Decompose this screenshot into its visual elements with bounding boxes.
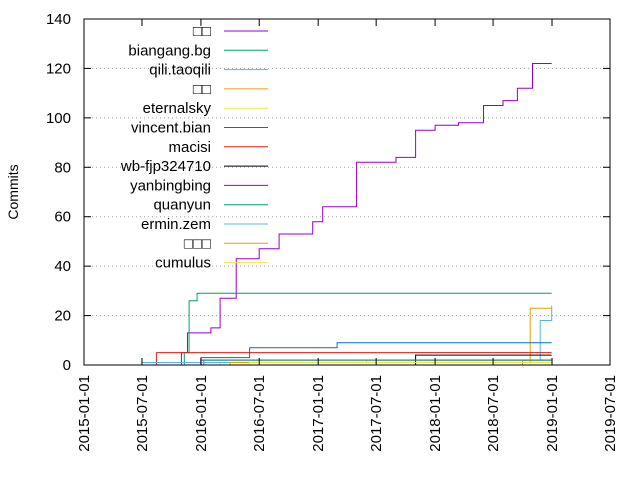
x-tick-label: 2015-01-01 [76, 375, 93, 452]
y-tick-label: 20 [54, 308, 71, 325]
legend-label: eternalsky [143, 100, 212, 117]
y-tick-label: 80 [54, 159, 71, 176]
legend-label: vincent.bian [131, 120, 211, 137]
x-tick-label: 2016-07-01 [251, 375, 268, 452]
legend-label: □□ [193, 81, 211, 98]
plot-frame [83, 18, 611, 366]
y-tick-label: 120 [46, 60, 71, 77]
series-line-1 [151, 292, 552, 366]
x-tick-label: 2019-01-01 [544, 375, 561, 452]
legend-label: ermin.zem [141, 216, 211, 233]
legend-label: yanbingbing [130, 177, 211, 194]
y-tick-label: 60 [54, 209, 71, 226]
legend-label: □□□ [184, 235, 211, 252]
series-line-3 [151, 307, 552, 366]
legend: □□ biangang.bg qili.taoqili □□ eternalsky vin… [120, 23, 268, 272]
series-line-5 [151, 342, 552, 366]
x-tick-label: 2018-07-01 [485, 375, 502, 452]
x-tick-label: 2019-07-01 [602, 375, 619, 452]
legend-label: biangang.bg [128, 42, 211, 59]
legend-label: □□ [193, 23, 211, 40]
series-line-2 [151, 305, 553, 366]
x-tick-label: 2018-01-01 [427, 375, 444, 452]
legend-label: cumulus [155, 255, 211, 272]
series-line-0 [151, 63, 552, 366]
legend-label: quanyun [153, 197, 211, 214]
x-tick-label: 2017-07-01 [368, 375, 385, 452]
axes: 0 20 40 60 80 100 120 140 2015-01-01 2015-07-01 20… [46, 11, 619, 452]
x-tick-label: 2015-07-01 [134, 375, 151, 452]
x-tick-label: 2016-01-01 [193, 375, 210, 452]
legend-label: qili.taoqili [149, 62, 211, 79]
y-tick-label: 40 [54, 258, 71, 275]
x-tick-label: 2017-01-01 [310, 375, 327, 452]
y-tick-label: 0 [63, 357, 71, 374]
legend-label: wb-fjp324710 [120, 158, 211, 175]
y-tick-label: 100 [46, 110, 71, 127]
y-tick-label: 140 [46, 11, 71, 28]
y-axis-label: Commits [5, 164, 21, 219]
legend-label: macisi [168, 139, 211, 156]
